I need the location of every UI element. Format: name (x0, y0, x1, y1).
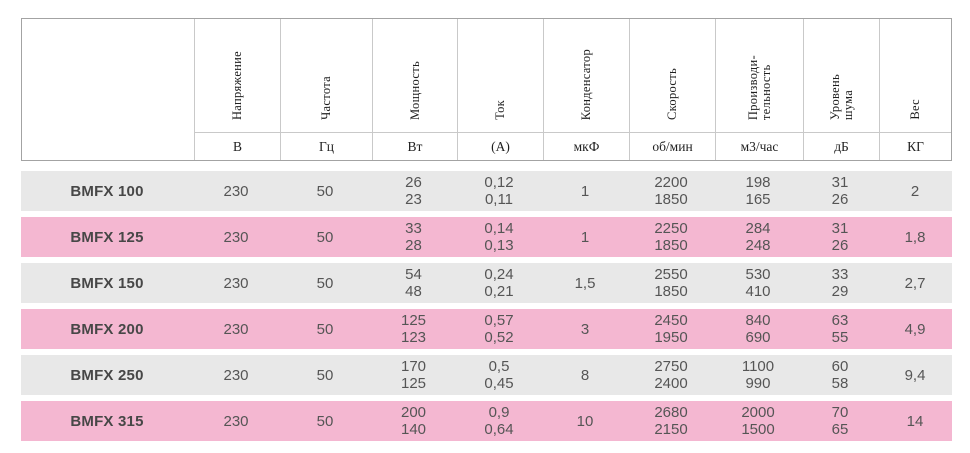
col-header-capacitor: Конденсатор (543, 19, 629, 132)
voltage-value: 230 (223, 182, 249, 200)
capacitor-value: 8 (580, 366, 590, 384)
noise-value: 63 55 (831, 312, 849, 346)
voltage-value: 230 (223, 366, 249, 384)
power-value: 125 123 (400, 312, 427, 346)
power-value: 54 48 (405, 266, 422, 300)
weight-value: 4,9 (904, 320, 926, 338)
current-value: 0,9 0,64 (484, 404, 514, 438)
col-label-voltage: Напряжение (230, 50, 244, 120)
col-label-speed: Скорость (665, 68, 679, 120)
col-header-airflow: Производи- тельность (715, 19, 803, 132)
table-row: BMFX 150 230 50 54 48 0,24 0,21 1,5 2550… (21, 263, 952, 303)
unit-current: (А) (457, 132, 543, 160)
fan-spec-table: Напряжение Частота Мощность Ток Конденса… (21, 18, 952, 447)
col-label-capacitor: Конденсатор (579, 48, 593, 120)
noise-value: 60 58 (831, 358, 849, 392)
unit-weight: КГ (879, 132, 951, 160)
table-row: BMFX 200 230 50 125 123 0,57 0,52 3 2450… (21, 309, 952, 349)
weight-value: 1,8 (904, 228, 926, 246)
power-value: 200 140 (400, 404, 427, 438)
airflow-value: 198 165 (745, 174, 771, 208)
weight-value: 14 (906, 412, 924, 430)
col-header-power: Мощность (372, 19, 457, 132)
current-value: 0,57 0,52 (484, 312, 514, 346)
frequency-value: 50 (316, 412, 334, 430)
airflow-value: 840 690 (745, 312, 771, 346)
model-column-header (22, 19, 194, 160)
col-label-airflow: Производи- тельность (745, 54, 773, 120)
noise-value: 31 26 (831, 174, 849, 208)
col-header-speed: Скорость (629, 19, 715, 132)
capacitor-value: 1,5 (574, 274, 596, 292)
unit-airflow: м3/час (715, 132, 803, 160)
weight-value: 9,4 (904, 366, 926, 384)
unit-voltage: В (194, 132, 280, 160)
col-header-noise: Уровень шума (803, 19, 879, 132)
table-row: BMFX 250 230 50 170 125 0,5 0,45 8 2750 … (21, 355, 952, 395)
speed-value: 2250 1850 (654, 220, 688, 254)
voltage-value: 230 (223, 228, 249, 246)
model-name: BMFX 200 (70, 320, 144, 338)
unit-speed: об/мин (629, 132, 715, 160)
voltage-value: 230 (223, 274, 249, 292)
frequency-value: 50 (316, 182, 334, 200)
capacitor-value: 1 (580, 182, 590, 200)
unit-capacitor: мкФ (543, 132, 629, 160)
capacitor-value: 1 (580, 228, 590, 246)
col-header-frequency: Частота (280, 19, 372, 132)
unit-frequency: Гц (280, 132, 372, 160)
col-label-power: Мощность (407, 60, 422, 120)
col-label-current: Ток (493, 100, 507, 120)
frequency-value: 50 (316, 274, 334, 292)
unit-power: Вт (372, 132, 457, 160)
col-label-weight: Вес (908, 99, 922, 120)
airflow-value: 2000 1500 (741, 404, 775, 438)
frequency-value: 50 (316, 228, 334, 246)
frequency-value: 50 (316, 320, 334, 338)
noise-value: 70 65 (831, 404, 849, 438)
speed-value: 2680 2150 (654, 404, 688, 438)
speed-value: 2200 1850 (654, 174, 688, 208)
model-name: BMFX 315 (70, 412, 144, 430)
header-table: Напряжение Частота Мощность Ток Конденса… (21, 18, 952, 161)
capacitor-value: 10 (576, 412, 594, 430)
frequency-value: 50 (316, 366, 334, 384)
airflow-value: 530 410 (745, 266, 771, 300)
capacitor-value: 3 (580, 320, 590, 338)
airflow-value: 1100 990 (741, 358, 775, 392)
unit-noise: дБ (803, 132, 879, 160)
speed-value: 2750 2400 (654, 358, 688, 392)
speed-value: 2550 1850 (654, 266, 688, 300)
col-header-voltage: Напряжение (194, 19, 280, 132)
model-name: BMFX 150 (70, 274, 144, 292)
current-value: 0,5 0,45 (484, 358, 514, 392)
model-name: BMFX 125 (70, 228, 144, 246)
voltage-value: 230 (223, 320, 249, 338)
table-row: BMFX 125 230 50 33 28 0,14 0,13 1 2250 1… (21, 217, 952, 257)
airflow-value: 284 248 (745, 220, 771, 254)
model-name: BMFX 250 (70, 366, 144, 384)
col-header-current: Ток (457, 19, 543, 132)
table-row: BMFX 315 230 50 200 140 0,9 0,64 10 2680… (21, 401, 952, 441)
weight-value: 2 (910, 182, 920, 200)
noise-value: 33 29 (831, 266, 849, 300)
weight-value: 2,7 (904, 274, 926, 292)
col-label-frequency: Частота (319, 76, 333, 120)
col-label-noise: Уровень шума (827, 73, 855, 120)
current-value: 0,24 0,21 (484, 266, 514, 300)
noise-value: 31 26 (831, 220, 849, 254)
speed-value: 2450 1950 (654, 312, 688, 346)
current-value: 0,12 0,11 (484, 174, 514, 208)
power-value: 170 125 (400, 358, 427, 392)
voltage-value: 230 (223, 412, 249, 430)
power-value: 26 23 (405, 174, 422, 208)
table-row: BMFX 100 230 50 26 23 0,12 0,11 1 2200 1… (21, 171, 952, 211)
col-header-weight: Вес (879, 19, 951, 132)
model-name: BMFX 100 (70, 182, 144, 200)
power-value: 33 28 (405, 220, 422, 254)
current-value: 0,14 0,13 (484, 220, 514, 254)
table-body: BMFX 100 230 50 26 23 0,12 0,11 1 2200 1… (21, 171, 952, 441)
